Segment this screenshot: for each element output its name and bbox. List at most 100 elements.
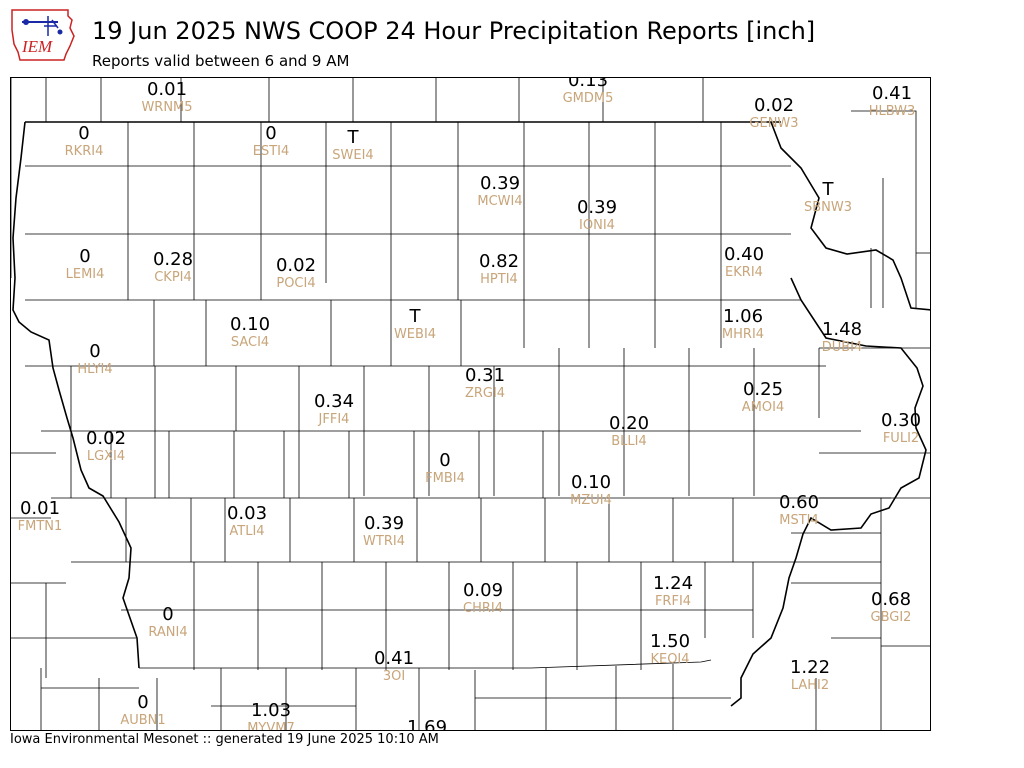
station-report: 0.02 GENW3 bbox=[719, 96, 829, 132]
station-id: HPTI4 bbox=[480, 272, 518, 287]
station-id: SACI4 bbox=[230, 335, 270, 350]
station-value: 0 bbox=[162, 604, 174, 625]
station-value: 0.02 bbox=[85, 428, 127, 449]
station-report: 0.40 EKRI4 bbox=[689, 245, 799, 281]
station-value: 0 bbox=[137, 692, 149, 713]
station-value: 0.10 bbox=[570, 472, 612, 493]
station-id: BLLI4 bbox=[611, 434, 647, 449]
station-report: 1.03 MYVM7 bbox=[216, 701, 326, 731]
station-report: 0 AUBN1 bbox=[88, 693, 198, 729]
station-report: T WEBI4 bbox=[360, 307, 470, 343]
station-value: 1.06 bbox=[722, 306, 764, 327]
station-value: 1.24 bbox=[652, 573, 694, 594]
station-value: 0 bbox=[439, 450, 451, 471]
station-report: 1.48 DUBI4 bbox=[787, 320, 897, 356]
station-value: 0.41 bbox=[871, 83, 913, 104]
station-report: T SBNW3 bbox=[773, 180, 883, 216]
station-value: 0 bbox=[265, 123, 277, 144]
station-id: DUBI4 bbox=[821, 340, 863, 355]
station-id: FMTN1 bbox=[17, 519, 63, 534]
station-report: 1.06 MHRI4 bbox=[688, 307, 798, 343]
station-value: 0.01 bbox=[19, 498, 61, 519]
station-report: 0.10 MZUI4 bbox=[536, 473, 646, 509]
station-value: T bbox=[409, 306, 421, 327]
station-id: KEOI4 bbox=[650, 652, 690, 667]
station-report: 1.22 LAHI2 bbox=[755, 658, 865, 694]
station-id: LGXI4 bbox=[86, 449, 126, 464]
station-id: FRFI4 bbox=[654, 594, 692, 609]
station-value: 0 bbox=[79, 246, 91, 267]
station-value: 0.09 bbox=[462, 580, 504, 601]
station-report: 0.13 GMDM5 bbox=[533, 78, 643, 107]
station-value: 0.68 bbox=[870, 589, 912, 610]
station-value: 0.41 bbox=[373, 648, 415, 669]
page-subtitle: Reports valid between 6 and 9 AM bbox=[92, 52, 350, 70]
station-report: 0.28 CKPI4 bbox=[118, 250, 228, 286]
station-value: 0.82 bbox=[478, 251, 520, 272]
station-id: MSTI4 bbox=[779, 513, 819, 528]
station-report: 0.39 IONI4 bbox=[542, 198, 652, 234]
station-id: MYVM7 bbox=[247, 721, 295, 731]
station-report: 0.03 ATLI4 bbox=[192, 504, 302, 540]
station-report: 1.69 bbox=[372, 718, 482, 731]
station-value: 0.20 bbox=[608, 413, 650, 434]
station-id: IONI4 bbox=[579, 218, 615, 233]
station-id: RKRI4 bbox=[64, 144, 104, 159]
page-title: 19 Jun 2025 NWS COOP 24 Hour Precipitati… bbox=[92, 17, 816, 45]
station-report: 0 HLYI4 bbox=[40, 342, 150, 378]
station-id: GMDM5 bbox=[562, 91, 614, 106]
station-value: 1.48 bbox=[821, 319, 863, 340]
station-value: 0 bbox=[78, 123, 90, 144]
station-report: 0.01 WRNM5 bbox=[112, 80, 222, 116]
station-id: AUBN1 bbox=[120, 713, 166, 728]
station-id: CKPI4 bbox=[154, 270, 192, 285]
station-value: 0.60 bbox=[778, 492, 820, 513]
station-value: 1.50 bbox=[649, 631, 691, 652]
station-value: T bbox=[347, 127, 359, 148]
station-id: GENW3 bbox=[749, 116, 799, 131]
station-value: 0.02 bbox=[275, 255, 317, 276]
station-value: 0.10 bbox=[229, 314, 271, 335]
station-value: T bbox=[822, 179, 834, 200]
station-value: 0.31 bbox=[464, 365, 506, 386]
station-id: FULI2 bbox=[882, 431, 920, 446]
station-id: GBGI2 bbox=[870, 610, 912, 625]
station-report: 0.25 AMOI4 bbox=[708, 380, 818, 416]
station-value: 0.34 bbox=[313, 391, 355, 412]
station-id: RANI4 bbox=[148, 625, 188, 640]
station-value: 0.30 bbox=[880, 410, 922, 431]
station-value: 0.01 bbox=[146, 79, 188, 100]
station-report: 0.01 FMTN1 bbox=[11, 498, 95, 535]
station-value: 0.39 bbox=[479, 173, 521, 194]
station-id: MHRI4 bbox=[721, 327, 765, 342]
station-id: POCI4 bbox=[276, 276, 316, 291]
iem-logo: IEM bbox=[11, 9, 75, 61]
station-value: 1.03 bbox=[250, 700, 292, 721]
station-value: 0.25 bbox=[742, 379, 784, 400]
county-boundaries bbox=[11, 78, 930, 730]
station-value: 0.02 bbox=[753, 95, 795, 116]
station-value: 0.40 bbox=[723, 244, 765, 265]
station-id: JFFI4 bbox=[318, 412, 350, 427]
station-id: EKRI4 bbox=[725, 265, 763, 280]
station-report: 0.39 MCWI4 bbox=[445, 174, 555, 210]
station-id: ESTI4 bbox=[252, 144, 290, 159]
station-report: 0.09 CHRI4 bbox=[428, 581, 538, 617]
station-report: 0 RKRI4 bbox=[29, 124, 139, 160]
station-report: 0 RANI4 bbox=[113, 605, 223, 641]
station-report: 0.82 HPTI4 bbox=[444, 252, 554, 288]
station-id: ZRGI4 bbox=[464, 386, 506, 401]
station-report: 0.30 FULI2 bbox=[846, 410, 930, 447]
station-id: HLYI4 bbox=[77, 362, 113, 377]
station-id: MZUI4 bbox=[570, 493, 612, 508]
station-value: 0 bbox=[89, 341, 101, 362]
station-value: 0.03 bbox=[226, 503, 268, 524]
station-value: 0.39 bbox=[576, 197, 618, 218]
station-report: 0.10 SACI4 bbox=[195, 315, 305, 351]
station-id: 3OI bbox=[382, 669, 406, 684]
station-id: SBNW3 bbox=[803, 200, 853, 215]
station-id: ATLI4 bbox=[229, 524, 265, 539]
station-report: 0 ESTI4 bbox=[216, 124, 326, 160]
station-report: 1.24 FRFI4 bbox=[618, 574, 728, 610]
station-value: 1.69 bbox=[406, 717, 448, 731]
